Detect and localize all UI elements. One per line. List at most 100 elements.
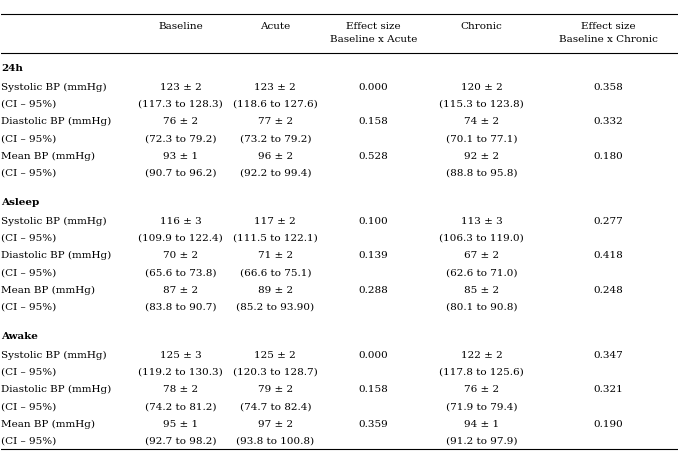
Text: 0.139: 0.139 <box>359 251 388 260</box>
Text: (CI – 95%): (CI – 95%) <box>1 436 56 445</box>
Text: Baseline x Acute: Baseline x Acute <box>329 35 417 44</box>
Text: (74.7 to 82.4): (74.7 to 82.4) <box>240 402 311 410</box>
Text: Asleep: Asleep <box>1 197 39 206</box>
Text: Mean BP (mmHg): Mean BP (mmHg) <box>1 419 95 428</box>
Text: 0.418: 0.418 <box>593 251 623 260</box>
Text: 71 ± 2: 71 ± 2 <box>258 251 293 260</box>
Text: (CI – 95%): (CI – 95%) <box>1 302 56 311</box>
Text: Diastolic BP (mmHg): Diastolic BP (mmHg) <box>1 251 111 260</box>
Text: 0.158: 0.158 <box>359 117 388 126</box>
Text: 92 ± 2: 92 ± 2 <box>464 152 499 160</box>
Text: (90.7 to 96.2): (90.7 to 96.2) <box>145 168 217 177</box>
Text: 122 ± 2: 122 ± 2 <box>460 350 502 359</box>
Text: 93 ± 1: 93 ± 1 <box>163 152 198 160</box>
Text: Effect size: Effect size <box>581 22 636 31</box>
Text: Acute: Acute <box>260 22 291 31</box>
Text: (109.9 to 122.4): (109.9 to 122.4) <box>139 233 223 243</box>
Text: (65.6 to 73.8): (65.6 to 73.8) <box>145 268 217 277</box>
Text: 125 ± 2: 125 ± 2 <box>255 350 296 359</box>
Text: 123 ± 2: 123 ± 2 <box>255 82 296 91</box>
Text: 120 ± 2: 120 ± 2 <box>460 82 502 91</box>
Text: (88.8 to 95.8): (88.8 to 95.8) <box>445 168 517 177</box>
Text: Systolic BP (mmHg): Systolic BP (mmHg) <box>1 350 107 359</box>
Text: (CI – 95%): (CI – 95%) <box>1 268 56 277</box>
Text: 79 ± 2: 79 ± 2 <box>258 384 293 393</box>
Text: 0.288: 0.288 <box>359 285 388 294</box>
Text: 0.359: 0.359 <box>359 419 388 428</box>
Text: 0.248: 0.248 <box>593 285 623 294</box>
Text: 77 ± 2: 77 ± 2 <box>258 117 293 126</box>
Text: 117 ± 2: 117 ± 2 <box>255 216 296 225</box>
Text: 85 ± 2: 85 ± 2 <box>464 285 499 294</box>
Text: (CI – 95%): (CI – 95%) <box>1 168 56 177</box>
Text: 0.332: 0.332 <box>593 117 623 126</box>
Text: (62.6 to 71.0): (62.6 to 71.0) <box>445 268 517 277</box>
Text: 78 ± 2: 78 ± 2 <box>163 384 198 393</box>
Text: 125 ± 3: 125 ± 3 <box>160 350 202 359</box>
Text: 97 ± 2: 97 ± 2 <box>258 419 293 428</box>
Text: (111.5 to 122.1): (111.5 to 122.1) <box>233 233 318 243</box>
Text: 123 ± 2: 123 ± 2 <box>160 82 202 91</box>
Text: 74 ± 2: 74 ± 2 <box>464 117 499 126</box>
Text: Effect size: Effect size <box>346 22 401 31</box>
Text: 95 ± 1: 95 ± 1 <box>163 419 198 428</box>
Text: (117.8 to 125.6): (117.8 to 125.6) <box>439 367 524 376</box>
Text: (83.8 to 90.7): (83.8 to 90.7) <box>145 302 217 311</box>
Text: 87 ± 2: 87 ± 2 <box>163 285 198 294</box>
Text: 76 ± 2: 76 ± 2 <box>163 117 198 126</box>
Text: 113 ± 3: 113 ± 3 <box>460 216 502 225</box>
Text: 0.100: 0.100 <box>359 216 388 225</box>
Text: 0.277: 0.277 <box>593 216 623 225</box>
Text: (66.6 to 75.1): (66.6 to 75.1) <box>240 268 311 277</box>
Text: (CI – 95%): (CI – 95%) <box>1 233 56 243</box>
Text: (115.3 to 123.8): (115.3 to 123.8) <box>439 100 524 109</box>
Text: (71.9 to 79.4): (71.9 to 79.4) <box>445 402 517 410</box>
Text: 67 ± 2: 67 ± 2 <box>464 251 499 260</box>
Text: Awake: Awake <box>1 331 38 340</box>
Text: 76 ± 2: 76 ± 2 <box>464 384 499 393</box>
Text: (92.2 to 99.4): (92.2 to 99.4) <box>240 168 311 177</box>
Text: Mean BP (mmHg): Mean BP (mmHg) <box>1 285 95 294</box>
Text: 0.358: 0.358 <box>593 82 623 91</box>
Text: Baseline x Chronic: Baseline x Chronic <box>559 35 658 44</box>
Text: (80.1 to 90.8): (80.1 to 90.8) <box>445 302 517 311</box>
Text: (85.2 to 93.90): (85.2 to 93.90) <box>236 302 314 311</box>
Text: (92.7 to 98.2): (92.7 to 98.2) <box>145 436 217 445</box>
Text: (106.3 to 119.0): (106.3 to 119.0) <box>439 233 524 243</box>
Text: 96 ± 2: 96 ± 2 <box>258 152 293 160</box>
Text: (74.2 to 81.2): (74.2 to 81.2) <box>145 402 217 410</box>
Text: 0.190: 0.190 <box>593 419 623 428</box>
Text: Systolic BP (mmHg): Systolic BP (mmHg) <box>1 216 107 225</box>
Text: 24h: 24h <box>1 64 23 73</box>
Text: (CI – 95%): (CI – 95%) <box>1 402 56 410</box>
Text: 70 ± 2: 70 ± 2 <box>163 251 198 260</box>
Text: 0.000: 0.000 <box>359 350 388 359</box>
Text: (119.2 to 130.3): (119.2 to 130.3) <box>139 367 223 376</box>
Text: 0.347: 0.347 <box>593 350 623 359</box>
Text: (93.8 to 100.8): (93.8 to 100.8) <box>236 436 314 445</box>
Text: 89 ± 2: 89 ± 2 <box>258 285 293 294</box>
Text: Systolic BP (mmHg): Systolic BP (mmHg) <box>1 82 107 91</box>
Text: Baseline: Baseline <box>158 22 203 31</box>
Text: (117.3 to 128.3): (117.3 to 128.3) <box>139 100 223 109</box>
Text: (118.6 to 127.6): (118.6 to 127.6) <box>233 100 318 109</box>
Text: 0.180: 0.180 <box>593 152 623 160</box>
Text: (73.2 to 79.2): (73.2 to 79.2) <box>240 134 311 143</box>
Text: (70.1 to 77.1): (70.1 to 77.1) <box>445 134 517 143</box>
Text: 116 ± 3: 116 ± 3 <box>160 216 202 225</box>
Text: (120.3 to 128.7): (120.3 to 128.7) <box>233 367 318 376</box>
Text: 94 ± 1: 94 ± 1 <box>464 419 499 428</box>
Text: 0.528: 0.528 <box>359 152 388 160</box>
Text: (CI – 95%): (CI – 95%) <box>1 367 56 376</box>
Text: Chronic: Chronic <box>460 22 502 31</box>
Text: Mean BP (mmHg): Mean BP (mmHg) <box>1 151 95 160</box>
Text: Diastolic BP (mmHg): Diastolic BP (mmHg) <box>1 384 111 394</box>
Text: (91.2 to 97.9): (91.2 to 97.9) <box>445 436 517 445</box>
Text: 0.321: 0.321 <box>593 384 623 393</box>
Text: (CI – 95%): (CI – 95%) <box>1 100 56 109</box>
Text: (CI – 95%): (CI – 95%) <box>1 134 56 143</box>
Text: 0.000: 0.000 <box>359 82 388 91</box>
Text: Diastolic BP (mmHg): Diastolic BP (mmHg) <box>1 117 111 126</box>
Text: (72.3 to 79.2): (72.3 to 79.2) <box>145 134 217 143</box>
Text: 0.158: 0.158 <box>359 384 388 393</box>
